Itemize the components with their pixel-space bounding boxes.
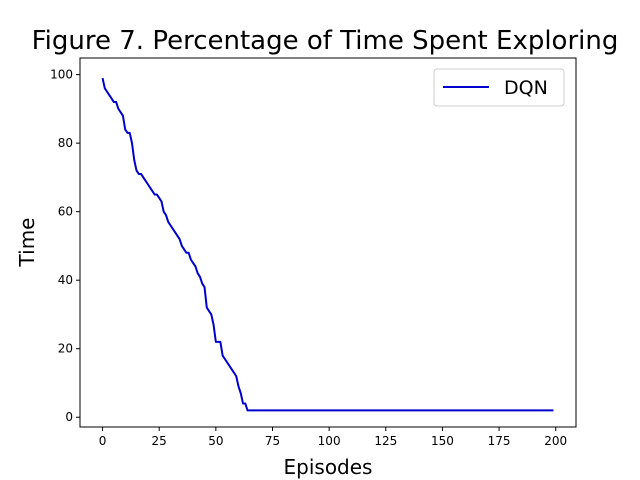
x-tick-label: 175 [488, 434, 511, 448]
chart-title: Figure 7. Percentage of Time Spent Explo… [32, 26, 619, 56]
y-tick-label: 80 [58, 136, 73, 150]
y-tick-label: 0 [65, 410, 73, 424]
y-axis-ticks: 0 20 40 60 80 100 [50, 68, 80, 424]
y-tick-label: 20 [58, 342, 73, 356]
x-tick-label: 125 [374, 434, 397, 448]
y-axis-label: Time [15, 218, 39, 268]
x-tick-label: 0 [99, 434, 107, 448]
y-tick-label: 100 [50, 68, 73, 82]
series-line-dqn [101, 77, 554, 412]
y-tick-label: 40 [58, 273, 73, 287]
x-axis-ticks: 0 25 50 75 100 125 150 175 200 [99, 427, 567, 448]
legend: DQN [433, 68, 565, 107]
x-tick-label: 150 [431, 434, 454, 448]
plot-frame [79, 57, 577, 428]
x-tick-label: 50 [208, 434, 223, 448]
x-axis-label: Episodes [284, 455, 373, 479]
x-tick-label: 25 [152, 434, 167, 448]
x-tick-label: 75 [265, 434, 280, 448]
x-tick-label: 200 [544, 434, 567, 448]
y-tick-label: 60 [58, 205, 73, 219]
legend-label: DQN [504, 77, 548, 99]
legend-box [433, 68, 565, 107]
plot-area [79, 57, 577, 428]
x-tick-label: 100 [318, 434, 341, 448]
